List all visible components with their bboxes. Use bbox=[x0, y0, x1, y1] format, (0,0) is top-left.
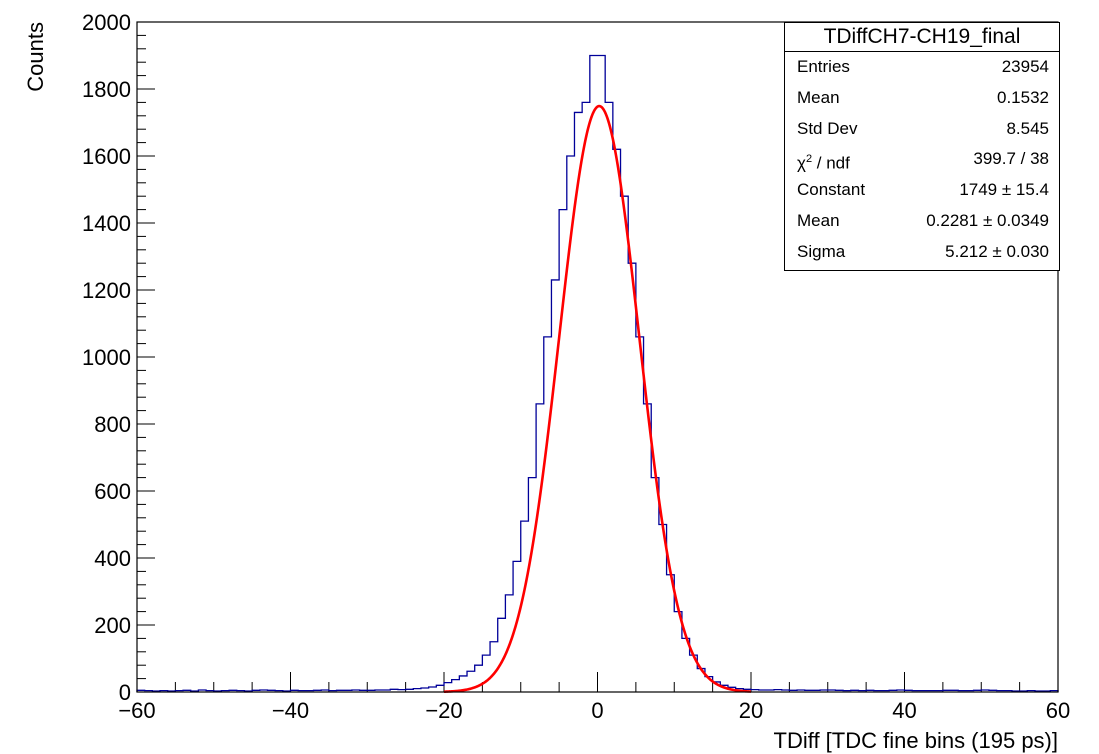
x-axis-title: TDiff [TDC fine bins (195 ps)] bbox=[774, 728, 1058, 753]
y-tick-label: 400 bbox=[94, 546, 131, 571]
stat-label-chi2: χ2 / ndf bbox=[797, 153, 850, 174]
stat-row-fit-mean: Mean 0.2281 ± 0.0349 bbox=[785, 206, 1059, 237]
stat-row-std-dev: Std Dev 8.545 bbox=[785, 114, 1059, 145]
y-axis-ticks: 0 200 400 600 800 1000 1200 1400 1600 1800 2000 bbox=[82, 10, 155, 705]
x-tick-label: −20 bbox=[425, 698, 462, 723]
stat-label: Entries bbox=[797, 57, 850, 76]
stats-box: TDiffCH7-CH19_final Entries 23954 Mean 0… bbox=[784, 22, 1060, 271]
y-tick-label: 200 bbox=[94, 613, 131, 638]
y-tick-label: 1400 bbox=[82, 211, 131, 236]
stat-row-chi2-ndf: χ2 / ndf 399.7 / 38 bbox=[785, 144, 1059, 175]
stat-value: 399.7 / 38 bbox=[973, 149, 1049, 169]
y-axis-title: Counts bbox=[23, 22, 48, 92]
x-axis-ticks: −60 −40 −20 0 20 40 60 bbox=[118, 672, 1070, 723]
stat-value: 0.1532 bbox=[997, 87, 1049, 107]
stat-row-mean: Mean 0.1532 bbox=[785, 83, 1059, 114]
x-tick-label: 0 bbox=[591, 698, 603, 723]
x-tick-label: 60 bbox=[1046, 698, 1070, 723]
x-tick-label: 40 bbox=[892, 698, 916, 723]
stat-label: Sigma bbox=[797, 241, 846, 261]
stat-row-constant: Constant 1749 ± 15.4 bbox=[785, 175, 1059, 206]
stat-label: Mean bbox=[797, 210, 840, 230]
stat-value: 8.545 bbox=[1006, 118, 1049, 138]
y-tick-label: 0 bbox=[119, 680, 131, 705]
stat-row-entries: Entries 23954 bbox=[785, 52, 1059, 83]
y-tick-label: 800 bbox=[94, 412, 131, 437]
stats-box-title: TDiffCH7-CH19_final bbox=[785, 23, 1059, 52]
stat-value: 1749 ± 15.4 bbox=[959, 180, 1049, 200]
gaussian-fit-curve bbox=[443, 104, 752, 693]
x-tick-label: 20 bbox=[739, 698, 763, 723]
stat-value: 5.212 ± 0.030 bbox=[945, 241, 1049, 261]
y-tick-label: 1200 bbox=[82, 278, 131, 303]
y-tick-label: 600 bbox=[94, 479, 131, 504]
stat-label: Std Dev bbox=[797, 118, 858, 138]
y-minor-ticks bbox=[137, 34, 146, 680]
y-tick-label: 2000 bbox=[82, 10, 131, 35]
stat-value: 23954 bbox=[1001, 57, 1049, 76]
stat-row-sigma: Sigma 5.212 ± 0.030 bbox=[785, 237, 1059, 268]
stat-label: Mean bbox=[797, 87, 840, 107]
histogram-series bbox=[136, 54, 1059, 692]
x-tick-label: −40 bbox=[272, 698, 309, 723]
y-tick-label: 1000 bbox=[82, 345, 131, 370]
y-tick-label: 1800 bbox=[82, 77, 131, 102]
stat-label: Constant bbox=[797, 180, 866, 200]
x-tick-label: −60 bbox=[118, 698, 155, 723]
plot-frame bbox=[136, 21, 1059, 693]
stat-value: 0.2281 ± 0.0349 bbox=[926, 210, 1049, 230]
y-tick-label: 1600 bbox=[82, 144, 131, 169]
